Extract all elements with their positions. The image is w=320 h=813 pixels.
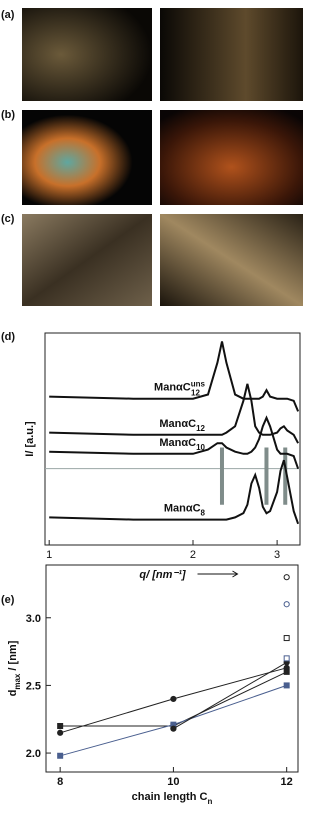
panel-label: (c) — [1, 213, 15, 225]
y-axis-label-rest: / [nm] — [7, 640, 19, 673]
series-label-sub: 8 — [201, 509, 206, 518]
plot-frame — [45, 564, 299, 773]
x-tick-label: 2 — [190, 549, 196, 561]
point — [283, 601, 290, 608]
series-label-text: ManαC — [164, 503, 201, 515]
x-tick-label: 3 — [274, 549, 280, 561]
point — [283, 668, 290, 675]
x-axis-label-text: chain length C — [132, 791, 208, 803]
series-label-sup: uns — [191, 380, 206, 389]
series-label: ManαC12 — [159, 418, 205, 433]
series-label-text: ManαC — [159, 437, 196, 449]
micrograph — [160, 8, 303, 101]
micrograph — [22, 110, 152, 205]
x-tick-label: 12 — [281, 776, 293, 788]
series-label: ManαC8 — [164, 503, 206, 518]
x-axis-label-sub: n — [207, 797, 212, 806]
point — [57, 723, 64, 729]
series-label-text: ManαC — [154, 382, 191, 394]
point — [283, 574, 290, 581]
y-tick-label: 3.0 — [26, 613, 41, 625]
series-line — [49, 341, 300, 412]
point — [170, 695, 177, 703]
series-line — [173, 661, 287, 730]
series-label-sub: 12 — [191, 389, 200, 398]
y-axis-label-text: d — [7, 690, 19, 697]
x-tick-label: 8 — [57, 776, 63, 788]
series-line — [49, 383, 299, 444]
micrograph — [160, 110, 303, 205]
x-axis-label: q/ [nm⁻¹] — [139, 569, 185, 581]
micrograph — [22, 8, 152, 101]
series-label-text: ManαC — [159, 418, 196, 430]
x-axis-label: chain length Cn — [132, 791, 213, 806]
axis-arrow — [197, 570, 239, 578]
series-line — [49, 459, 300, 525]
panel-label: (b) — [1, 109, 15, 121]
point — [283, 635, 290, 642]
series-label-sub: 12 — [196, 424, 205, 433]
series-label: ManαC10 — [159, 437, 205, 452]
panel-label: (d) — [1, 331, 15, 343]
x-tick-label: 1 — [46, 549, 52, 561]
series-label-sub: 10 — [196, 443, 205, 452]
point — [57, 729, 64, 736]
x-tick-label: 10 — [167, 776, 179, 788]
plot-frame — [44, 332, 301, 546]
point — [57, 752, 64, 759]
series-label: ManαCuns 12 — [154, 380, 205, 398]
y-axis-label: dmax / [nm] — [7, 640, 22, 696]
point — [283, 655, 290, 662]
panel-label: (e) — [1, 594, 15, 606]
point — [170, 725, 177, 732]
series-line — [49, 415, 300, 470]
point — [283, 682, 290, 689]
y-tick-label: 2.0 — [26, 748, 41, 760]
y-axis-label-sub: max — [13, 673, 22, 690]
panel-label: (a) — [1, 9, 15, 21]
micrograph — [160, 214, 303, 306]
micrograph — [22, 214, 152, 306]
y-tick-label: 2.5 — [26, 680, 41, 692]
y-axis-label: I/ [a.u.] — [24, 421, 36, 457]
